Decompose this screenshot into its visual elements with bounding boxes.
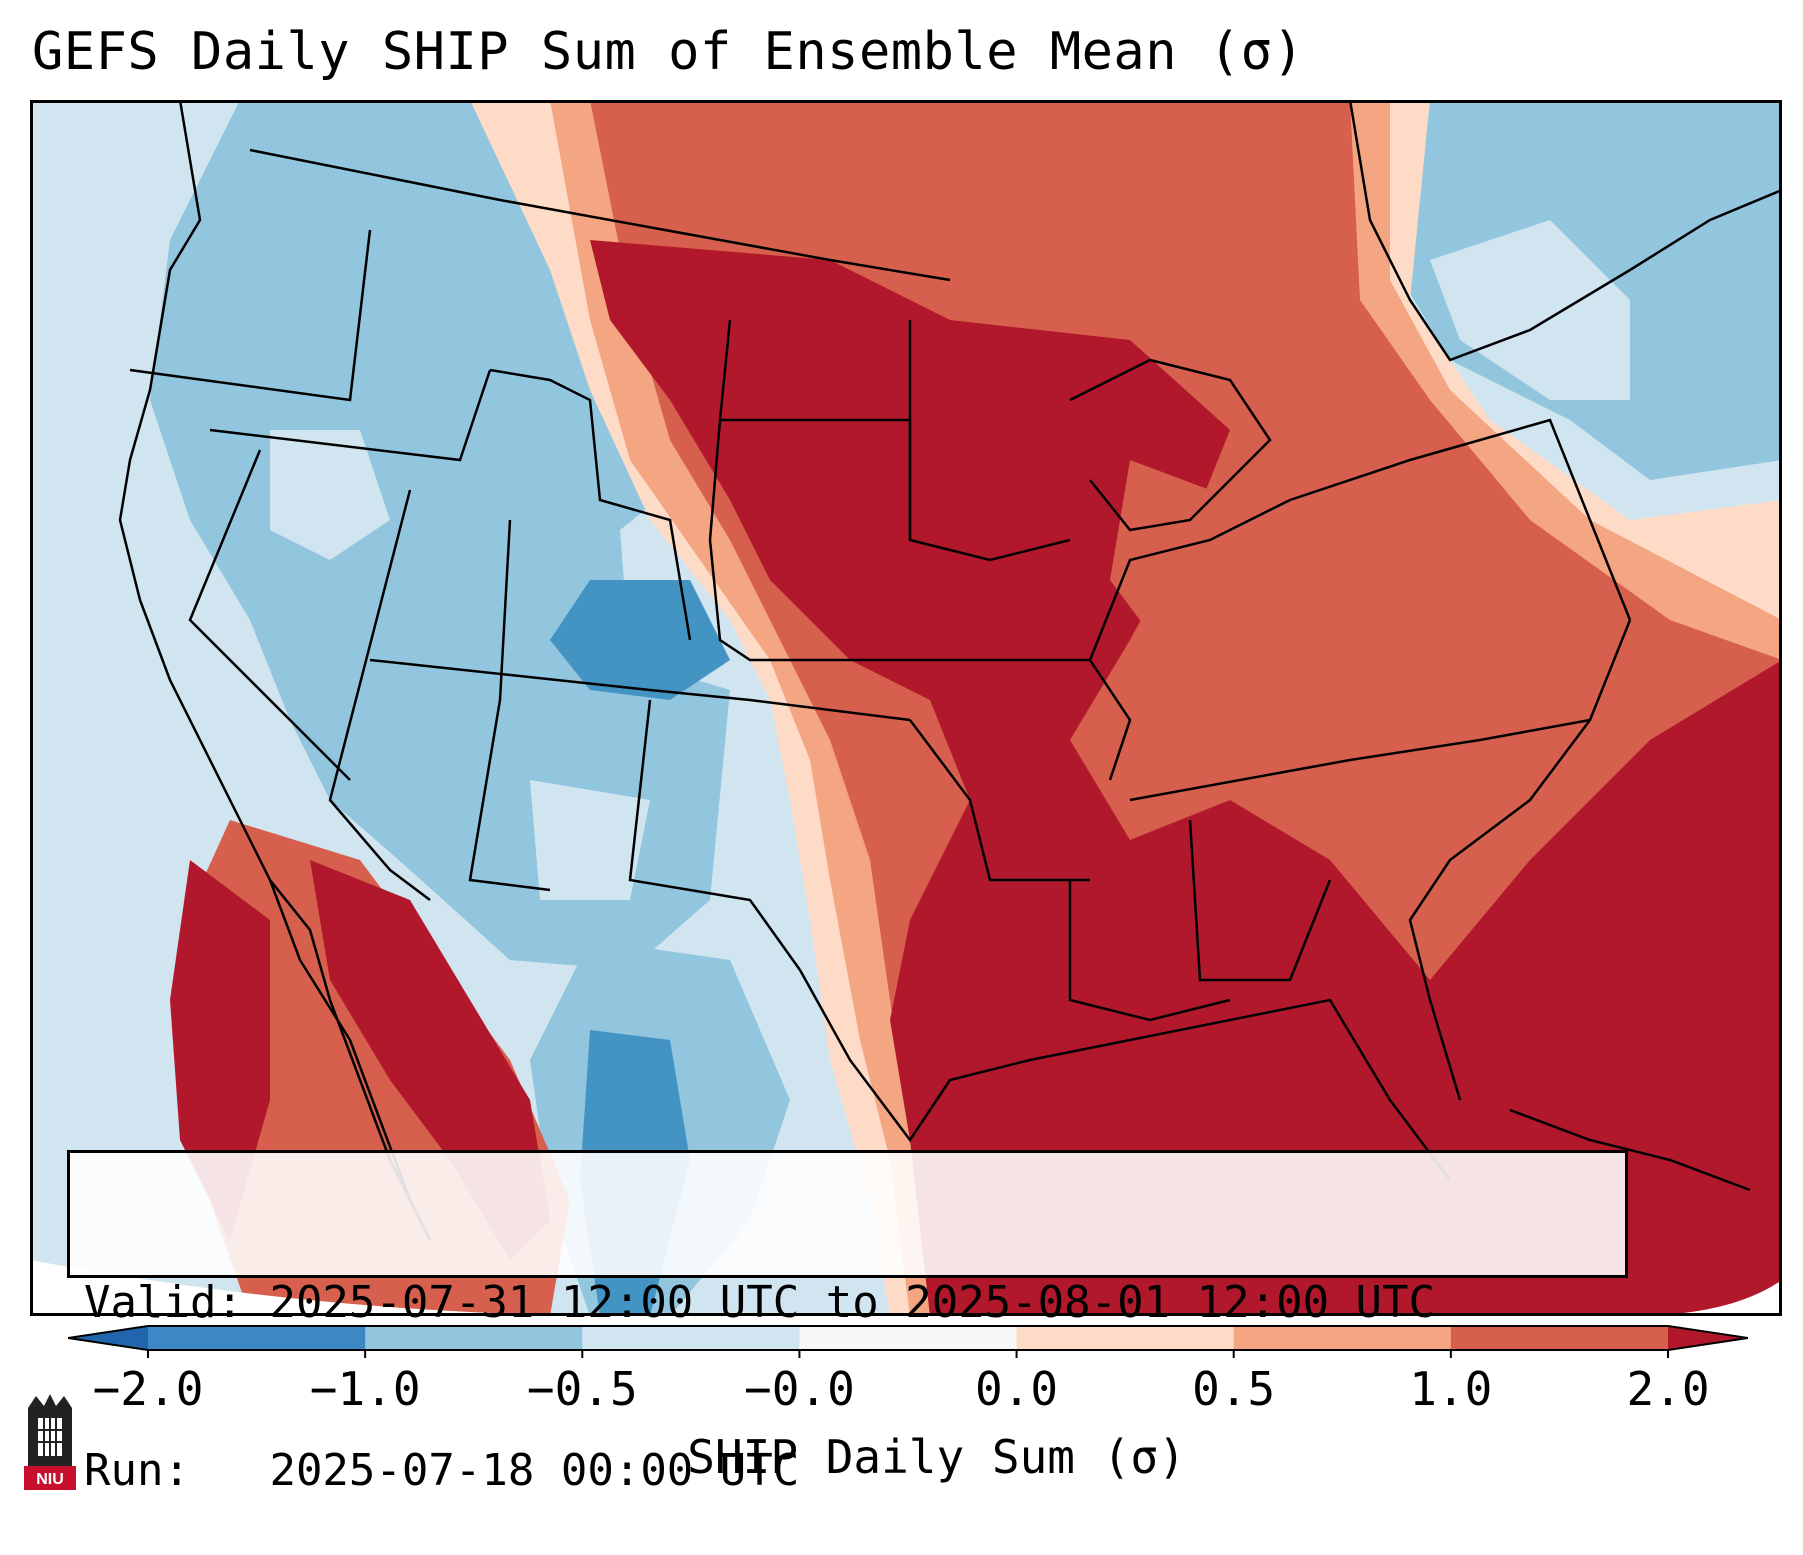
east-coast-line: [1408, 619, 1632, 1101]
border-ms-la: [1068, 880, 1231, 1022]
field-offdomain-left: [30, 1260, 630, 1316]
gulf-coast-line: [798, 969, 1451, 1181]
run-label: Run:: [84, 1445, 190, 1496]
colorbar-under-arrow: [68, 1326, 148, 1350]
field-region-west-blue: [150, 100, 730, 970]
border-ca-nv: [188, 449, 351, 781]
colorbar-segment: [148, 1326, 366, 1350]
field-region-extreme-core: [590, 240, 1782, 1316]
field-offdomain-right: [1630, 1280, 1782, 1316]
niu-logo: NIU: [24, 1394, 76, 1490]
cuba-line: [1509, 1108, 1751, 1192]
border-tn-nc: [1129, 718, 1591, 802]
map-borders: [118, 100, 1782, 1241]
border-il-in-oh: [1088, 498, 1291, 661]
logo-band: [24, 1466, 76, 1490]
field-region-ohio-valley: [1110, 460, 1290, 660]
colorbar-segment: [1233, 1326, 1452, 1350]
colorbar-segment: [1016, 1326, 1235, 1350]
great-lakes-line: [1069, 358, 1272, 532]
canada-east-line: [1348, 100, 1782, 362]
west-coast-line: [118, 100, 412, 1201]
border-nv-ut: [209, 369, 492, 462]
border-dakotas: [708, 319, 890, 662]
colorbar-tick-label: −0.0: [744, 1362, 855, 1416]
info-box: Valid: 2025-07-31 12:00 UTC to 2025-08-0…: [67, 1150, 1628, 1496]
border-wy-co: [489, 368, 692, 641]
valid-value: 2025-07-31 12:00 UTC to 2025-08-01 12:00…: [269, 1277, 1436, 1328]
map-border-frame: [30, 100, 1782, 1316]
colorbar-tick-label: 2.0: [1626, 1362, 1710, 1416]
colorbar-tick-label: 0.0: [975, 1362, 1059, 1416]
border-az: [328, 489, 431, 901]
field-region-nevada-light: [270, 430, 390, 560]
border-al-ga: [1188, 819, 1332, 982]
logo-text: NIU: [36, 1471, 64, 1488]
colorbar-tick-label: 0.5: [1192, 1362, 1276, 1416]
border-36n: [369, 658, 911, 722]
us-canada-border: [249, 148, 951, 282]
colorbar-tick-label: −1.0: [309, 1362, 421, 1416]
border-nm-tx: [628, 699, 802, 971]
colorbar-tick-label: −2.0: [92, 1362, 204, 1416]
valid-row: Valid: 2025-07-31 12:00 UTC to 2025-08-0…: [84, 1275, 1611, 1331]
field-region-baja-extreme: [170, 860, 270, 1240]
colorbar-tick-label: −0.5: [526, 1362, 638, 1416]
border-ut-co-az-nm: [468, 519, 551, 892]
colorbar-tick-label: 1.0: [1409, 1362, 1493, 1416]
colorbar-segment: [582, 1326, 800, 1350]
run-row: Run: 2025-07-18 00:00 UTC: [84, 1443, 1611, 1499]
border-or-wa-id: [129, 229, 372, 402]
colorbar-ticks: [147, 1350, 1669, 1358]
run-value: 2025-07-18 00:00 UTC: [269, 1445, 800, 1496]
map-svg: [30, 100, 1782, 1316]
logo-grid: [38, 1418, 62, 1456]
chart-title: GEFS Daily SHIP Sum of Ensemble Mean (σ): [32, 22, 1305, 82]
border-pa-ny: [1289, 418, 1632, 621]
colorbar-over-arrow: [1668, 1326, 1748, 1350]
colorbar-segment: [365, 1326, 583, 1350]
colorbar-segment: [1450, 1326, 1669, 1350]
field-region-nm-light: [530, 780, 650, 900]
border-ok-ar: [909, 719, 1090, 882]
colorbar: [68, 1325, 1748, 1358]
border-mn-ia: [908, 320, 1071, 562]
field-region-northeast-light: [1430, 220, 1630, 400]
colorbar-label: SHIP Daily Sum (σ): [687, 1430, 1186, 1484]
valid-label: Valid:: [84, 1277, 243, 1328]
colorbar-segments: [148, 1326, 1669, 1350]
colorbar-segment: [799, 1326, 1018, 1350]
map-panel: [30, 100, 1782, 1316]
